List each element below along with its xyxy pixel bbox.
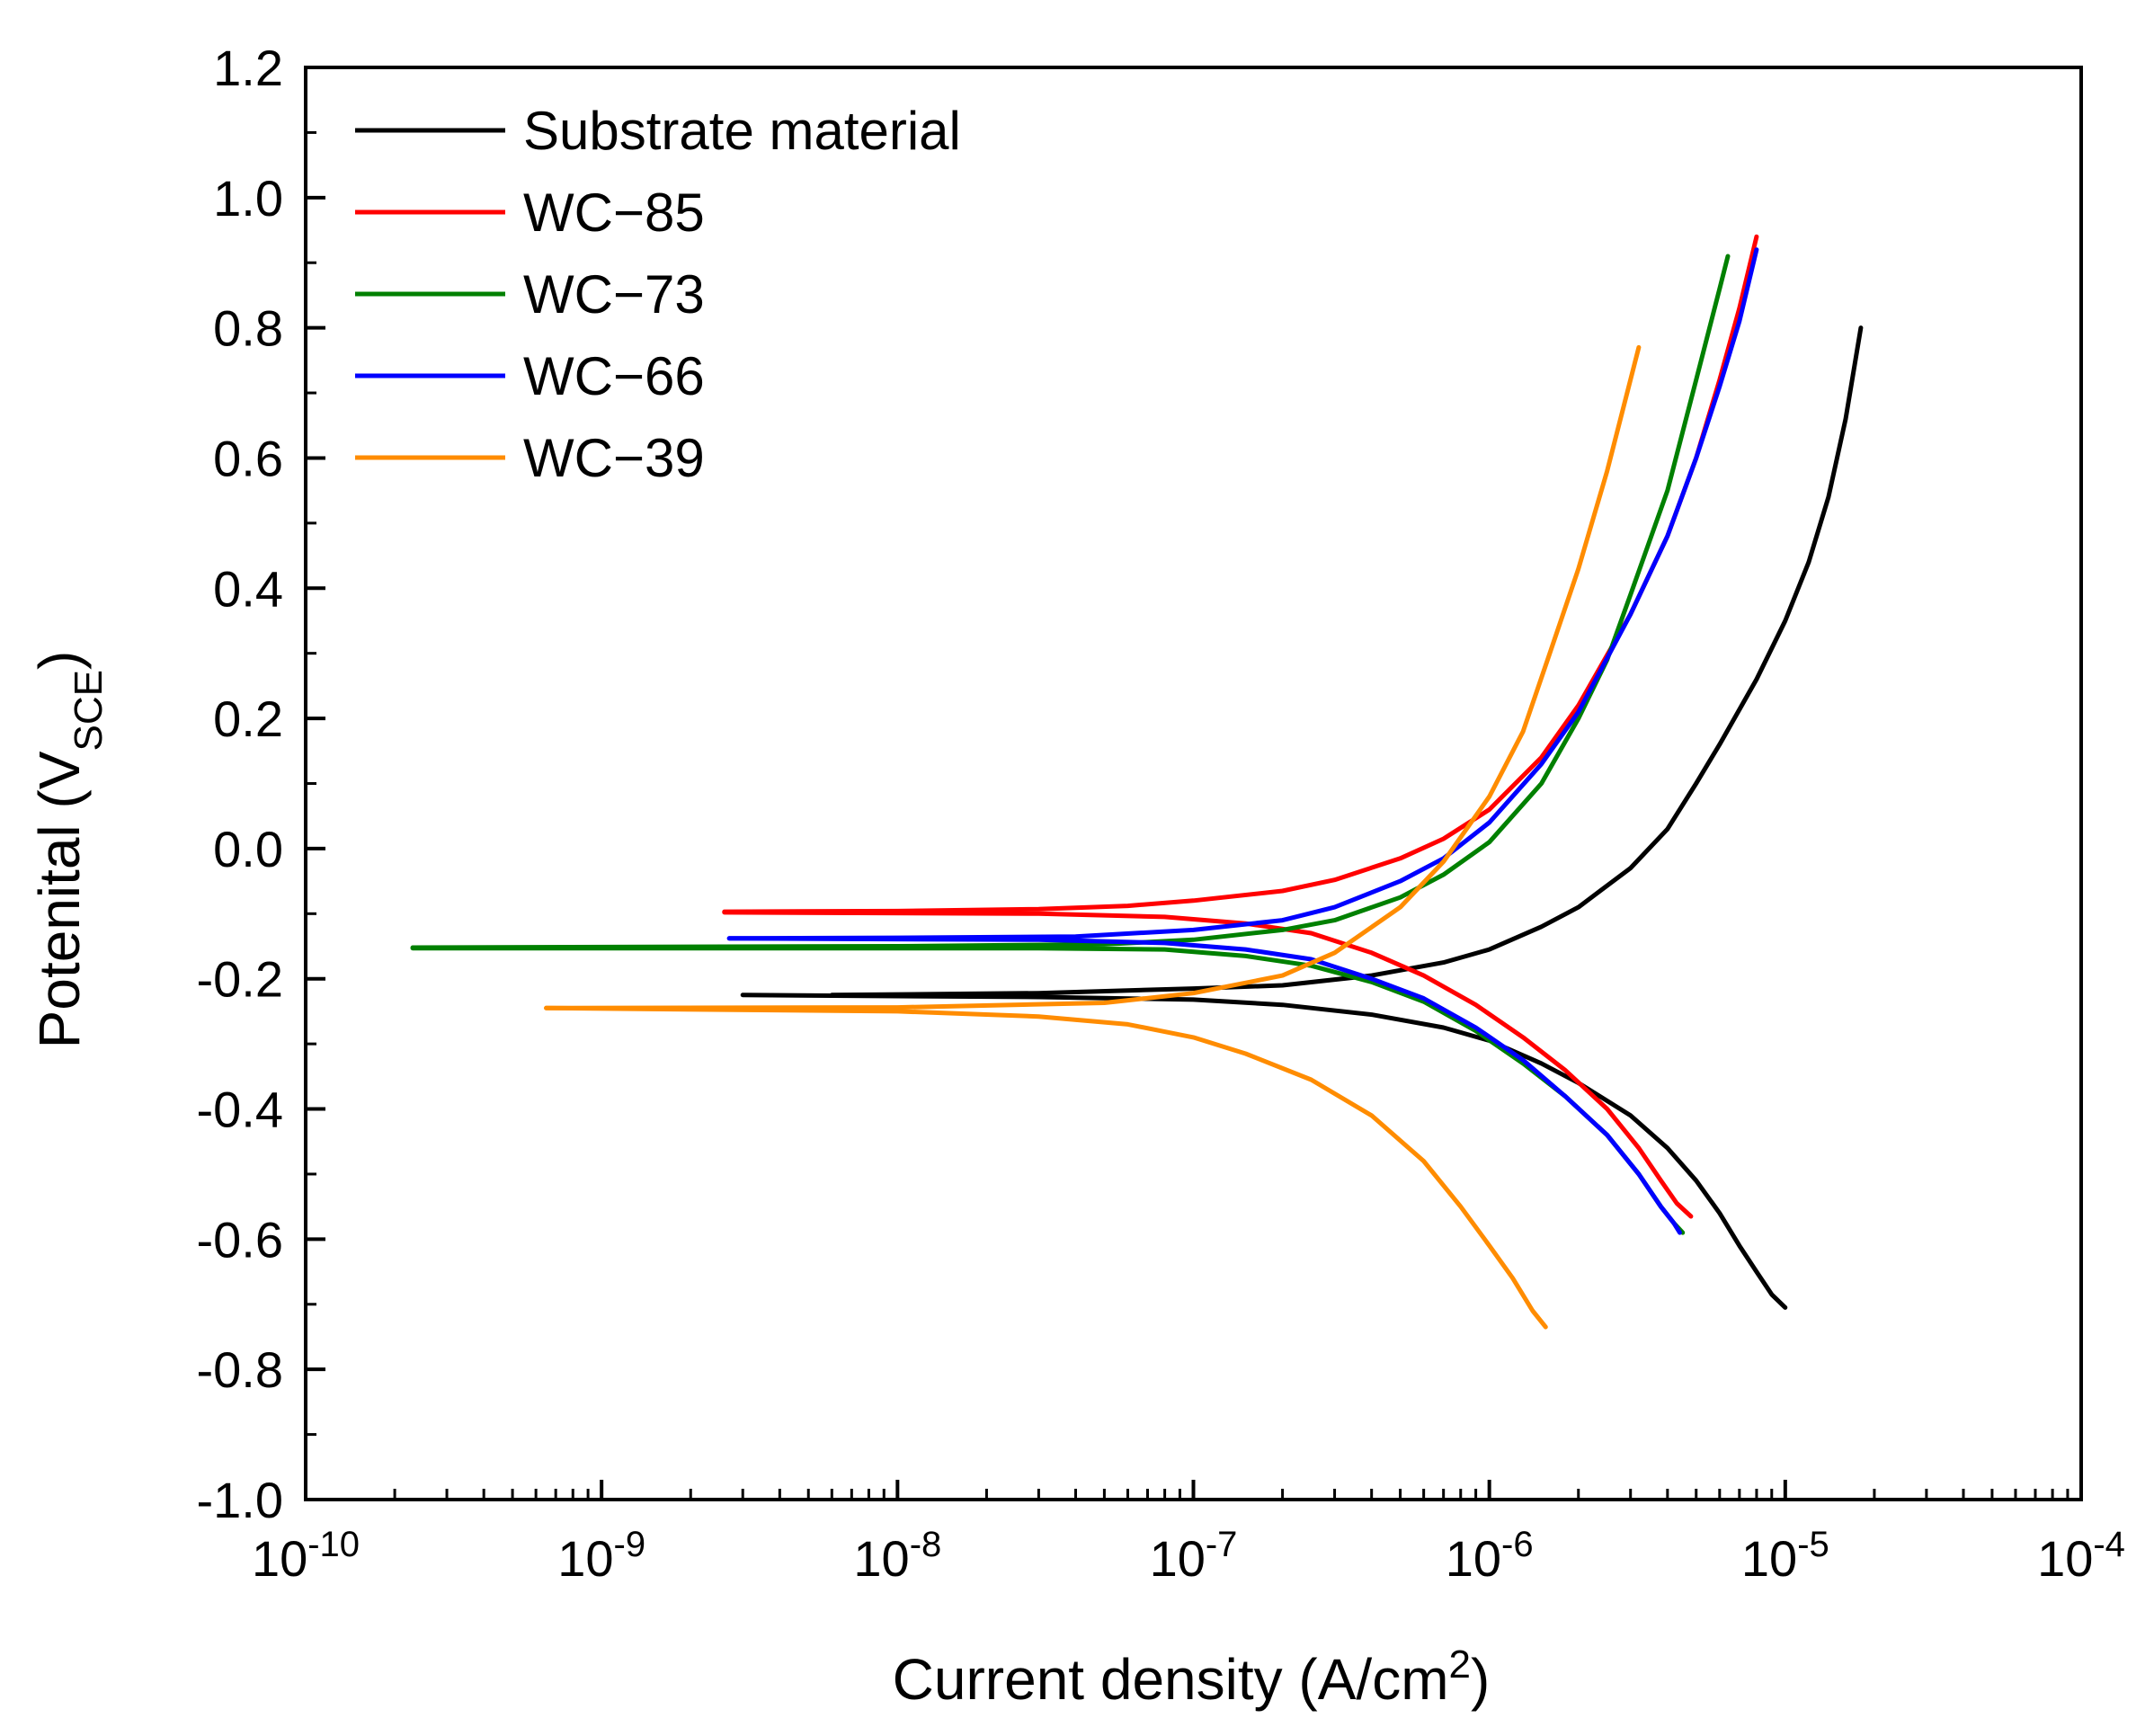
series-wc-39-anodic-curve xyxy=(544,344,1642,1010)
y-tick-label: 0.8 xyxy=(213,300,283,357)
legend-label-substrate: Substrate material xyxy=(523,101,961,161)
y-axis-ticks: 1.2 1.0 0.8 0.6 0.4 0.2 0.0 -0.2 -0.4 -0.6 -0.8 -1.… xyxy=(197,40,325,1528)
series-wc-66-anodic-curve xyxy=(726,247,1759,941)
legend-label-wc66: WC−66 xyxy=(523,346,705,406)
x-tick-label: 10-7 xyxy=(1150,1525,1238,1587)
x-tick-label: 10-4 xyxy=(2037,1525,2125,1587)
x-tick-label: 10-10 xyxy=(252,1525,360,1587)
y-tick-label: -1.0 xyxy=(197,1472,284,1528)
series-wc-39-cathodic-curve xyxy=(544,1005,1548,1330)
series-layer xyxy=(410,234,1864,1330)
x-tick-label: 10-6 xyxy=(1446,1525,1534,1587)
legend-label-wc85: WC−85 xyxy=(523,183,705,243)
series-wc-85-anodic-curve xyxy=(722,234,1759,914)
y-tick-label: -0.6 xyxy=(197,1211,284,1268)
x-tick-label: 10-9 xyxy=(557,1525,645,1587)
y-tick-label: -0.2 xyxy=(197,951,284,1008)
series-wc-66-cathodic-curve xyxy=(726,936,1682,1235)
x-tick-label: 10-5 xyxy=(1741,1525,1829,1587)
y-tick-label: 1.2 xyxy=(213,40,283,96)
x-tick-label: 10-8 xyxy=(853,1525,941,1587)
y-tick-label: -0.8 xyxy=(197,1341,284,1398)
y-axis-title: Potenital (VSCE) xyxy=(27,651,111,1049)
legend: Substrate material WC−85 WC−73 WC−66 WC−… xyxy=(355,101,961,488)
y-tick-label: 0.6 xyxy=(213,430,283,486)
x-axis-ticks: 10-10 10-9 10-8 10-7 10-6 10-5 10-4 xyxy=(252,1480,2125,1587)
legend-label-wc39: WC−39 xyxy=(523,428,705,488)
y-tick-label: 0.2 xyxy=(213,690,283,747)
y-tick-label: 0.4 xyxy=(213,560,283,617)
x-axis-title: Current density (A/cm2) xyxy=(893,1643,1491,1713)
series-substrate-material-anodic-curve xyxy=(829,325,1864,998)
y-tick-label: 1.0 xyxy=(213,170,283,227)
y-tick-label: -0.4 xyxy=(197,1082,284,1138)
series-substrate-material-cathodic-curve xyxy=(740,993,1788,1310)
y-tick-label: 0.0 xyxy=(213,821,283,877)
legend-label-wc73: WC−73 xyxy=(523,264,705,325)
series-wc-85-cathodic-curve xyxy=(722,910,1694,1219)
